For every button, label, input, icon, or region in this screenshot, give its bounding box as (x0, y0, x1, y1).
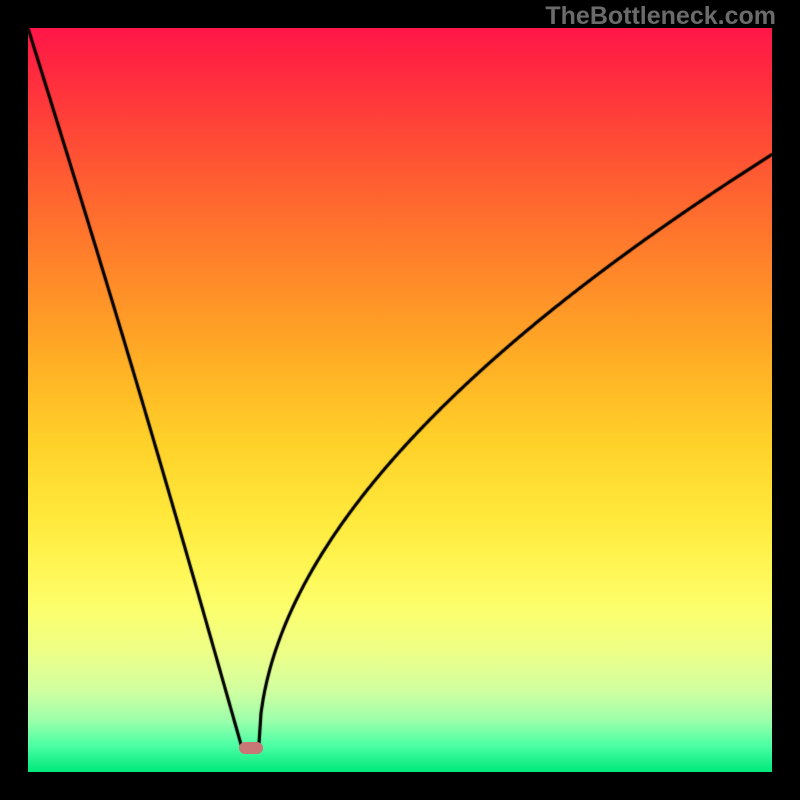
bottleneck-curve (0, 0, 800, 800)
chart-container: TheBottleneck.com (0, 0, 800, 800)
watermark-text: TheBottleneck.com (545, 2, 776, 31)
optimal-point-marker (239, 742, 263, 754)
